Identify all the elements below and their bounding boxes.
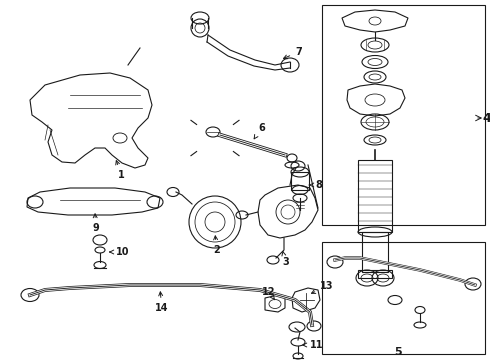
Bar <box>362 232 388 272</box>
Text: 9: 9 <box>92 214 99 233</box>
Text: 5: 5 <box>394 347 402 357</box>
Text: 7: 7 <box>284 47 302 59</box>
Text: 3: 3 <box>282 251 289 267</box>
Text: 4: 4 <box>482 112 490 125</box>
Bar <box>322 5 485 225</box>
Bar <box>358 270 392 278</box>
Text: 11: 11 <box>303 340 323 350</box>
Text: 6: 6 <box>254 123 265 139</box>
Text: 13: 13 <box>312 281 334 293</box>
Bar <box>291 172 309 190</box>
Bar <box>322 242 485 354</box>
Bar <box>358 160 392 232</box>
Text: 2: 2 <box>213 236 220 255</box>
Text: 1: 1 <box>116 161 125 180</box>
Text: 8: 8 <box>309 180 322 190</box>
Text: 14: 14 <box>155 292 169 313</box>
Text: 12: 12 <box>262 287 275 300</box>
Text: 10: 10 <box>110 247 129 257</box>
